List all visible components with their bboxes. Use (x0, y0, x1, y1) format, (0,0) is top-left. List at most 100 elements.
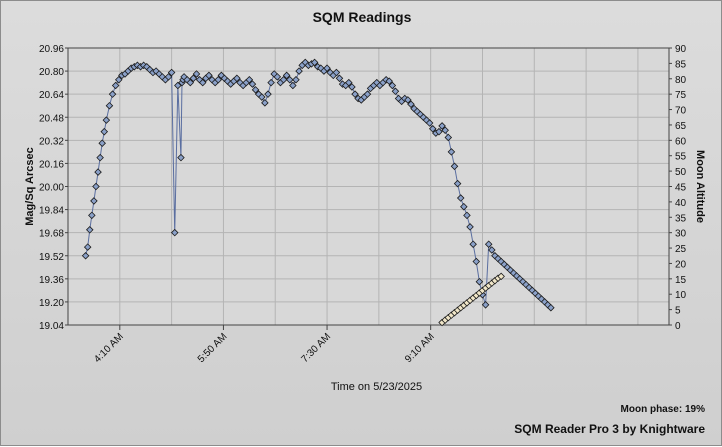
sqm-point (198, 78, 207, 87)
sqm-point (177, 153, 185, 162)
y-tick-label: 20.96 (39, 44, 64, 55)
sqm-point (469, 240, 477, 248)
y2-tick-label: 70 (675, 106, 687, 117)
sqm-point (90, 197, 98, 205)
sqm-point (441, 126, 449, 135)
sqm-point (192, 70, 201, 78)
y-tick-label: 20.64 (39, 90, 64, 101)
moon-phase-label: Moon phase: 19% (620, 404, 705, 415)
sqm-series-markers (81, 58, 555, 312)
x-tick-label: 5:50 AM (196, 331, 230, 365)
sqm-point (425, 119, 434, 127)
y-tick-label: 20.32 (39, 136, 64, 147)
y-axis-title: Mag/Sq Arcsec (24, 147, 36, 225)
sqm-point (111, 81, 120, 90)
sqm-point (456, 194, 465, 202)
y-tick-label: 19.20 (39, 298, 64, 309)
sqm-point (92, 182, 100, 191)
x-tick-label: 4:10 AM (92, 331, 126, 365)
sqm-point (323, 64, 331, 72)
sqm-point (407, 100, 415, 109)
sqm-point (453, 179, 462, 188)
left-axis-ticks: 19.04 19.20 19.36 19.52 19.68 19.84 20.00 20.16… (39, 44, 68, 332)
y2-tick-label: 15 (675, 275, 687, 286)
credit-label: SQM Reader Pro 3 by Knightware (514, 422, 705, 436)
y-tick-label: 19.36 (39, 275, 64, 286)
sqm-point (310, 58, 319, 67)
sqm-point (289, 81, 297, 90)
moon-series-markers (438, 272, 505, 327)
chart-title: SQM Readings (312, 9, 412, 25)
y2-tick-label: 45 (675, 183, 687, 194)
sqm-point (98, 139, 106, 147)
y2-tick-label: 80 (675, 75, 687, 86)
sqm-point (363, 90, 372, 98)
sqm-point (100, 127, 109, 136)
y2-tick-label: 75 (675, 90, 687, 101)
y2-tick-label: 50 (675, 167, 687, 178)
sqm-point (96, 153, 104, 162)
y-tick-label: 19.04 (39, 321, 64, 332)
moon-point (497, 272, 505, 281)
sqm-point (332, 68, 341, 77)
sqm-point (261, 99, 269, 107)
right-axis-ticks: 0 5 10 15 20 25 30 35 40 45 50 55 60 65 70 75 80 85 90 (669, 44, 687, 332)
sqm-point (484, 240, 493, 248)
sqm-point (279, 75, 288, 84)
sqm-point (444, 133, 453, 142)
sqm-point (466, 223, 474, 231)
sqm-point (447, 148, 456, 156)
sqm-point (108, 90, 117, 98)
y2-tick-label: 40 (675, 198, 687, 209)
sqm-point (251, 86, 260, 94)
sqm-point (351, 90, 359, 98)
y2-tick-label: 10 (675, 290, 687, 301)
sqm-point (233, 74, 241, 83)
sqm-point (81, 251, 90, 260)
sqm-point (428, 125, 437, 133)
sqm-point (488, 246, 496, 254)
sqm-point (245, 75, 254, 84)
sqm-point (273, 73, 282, 81)
sqm-point (388, 81, 397, 90)
y2-tick-label: 60 (675, 136, 687, 147)
sqm-point (460, 202, 468, 211)
x-axis-title: Time on 5/23/2025 (331, 381, 422, 393)
sqm-point (186, 78, 195, 87)
y2-tick-label: 5 (675, 306, 681, 317)
y2-tick-label: 20 (675, 259, 687, 270)
y2-tick-label: 85 (675, 59, 687, 70)
x-tick-label: 9:10 AM (403, 331, 437, 365)
y-tick-label: 20.80 (39, 67, 64, 78)
y2-tick-label: 55 (675, 152, 687, 163)
sqm-point (105, 101, 114, 110)
sqm-point (115, 75, 123, 84)
sqm-point (463, 211, 471, 220)
sqm-point (88, 211, 96, 220)
y2-tick-label: 25 (675, 244, 687, 255)
y2-tick-label: 35 (675, 213, 687, 224)
sqm-point (94, 168, 102, 176)
sqm-point (438, 122, 446, 130)
y2-tick-label: 0 (675, 321, 681, 332)
sqm-point (391, 87, 400, 96)
sqm-point (85, 226, 94, 234)
sqm-point (295, 67, 303, 75)
sqm-point (285, 75, 294, 84)
sqm-point (385, 77, 393, 85)
sqm-point (174, 81, 182, 90)
sqm-point (167, 68, 176, 77)
sqm-point (335, 74, 344, 83)
sqm-point (472, 257, 481, 266)
sqm-point (248, 80, 257, 88)
sqm-point (481, 301, 490, 309)
y-tick-label: 19.84 (39, 206, 64, 217)
sqm-point (345, 78, 353, 87)
sqm-point (267, 78, 275, 87)
sqm-point (258, 93, 266, 101)
sqm-point (164, 73, 173, 81)
y2-tick-label: 30 (675, 229, 687, 240)
sqm-point (214, 75, 223, 84)
